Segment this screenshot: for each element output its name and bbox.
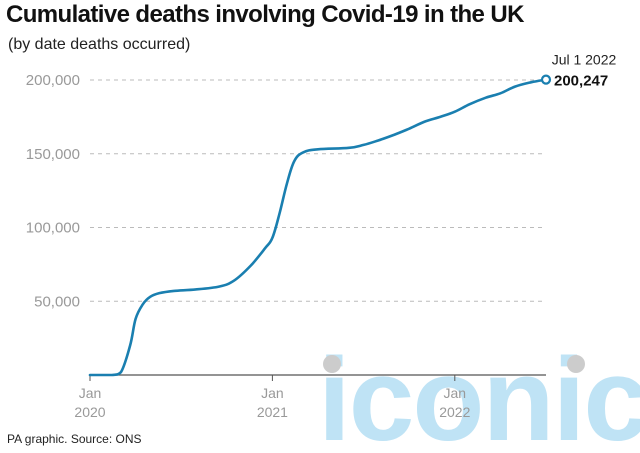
annotation-value: 200,247 xyxy=(554,73,608,90)
end-point-marker xyxy=(540,74,552,85)
x-tick-month-label: Jan xyxy=(261,385,284,401)
x-tick-year-label: 2021 xyxy=(257,404,288,420)
y-tick-label: 150,000 xyxy=(26,146,80,163)
chart-title: Cumulative deaths involving Covid-19 in … xyxy=(6,1,524,28)
watermark-dot xyxy=(567,355,585,373)
annotation-date: Jul 1 2022 xyxy=(552,52,617,68)
y-tick-label: 50,000 xyxy=(34,293,80,310)
iconic-watermark: iconic xyxy=(318,334,640,453)
y-tick-label: 100,000 xyxy=(26,220,80,237)
x-tick-month-label: Jan xyxy=(444,385,467,401)
y-tick-label: 200,000 xyxy=(26,72,80,89)
y-axis-ticks: 50,000 100,000 150,000 200,000 xyxy=(26,72,80,310)
watermark-dot xyxy=(323,355,341,373)
x-tick-year-label: 2020 xyxy=(74,404,105,420)
x-tick-month-label: Jan xyxy=(79,385,102,401)
source-credit: PA graphic. Source: ONS xyxy=(7,432,142,446)
x-tick-year-label: 2022 xyxy=(439,404,470,420)
gridlines xyxy=(90,79,546,302)
watermark-dots xyxy=(323,355,585,373)
chart-subtitle: (by date deaths occurred) xyxy=(8,36,191,53)
x-axis-ticks: Jan 2020 Jan 2021 Jan 2022 xyxy=(74,375,471,420)
series-line-cumulative-deaths xyxy=(88,78,548,377)
